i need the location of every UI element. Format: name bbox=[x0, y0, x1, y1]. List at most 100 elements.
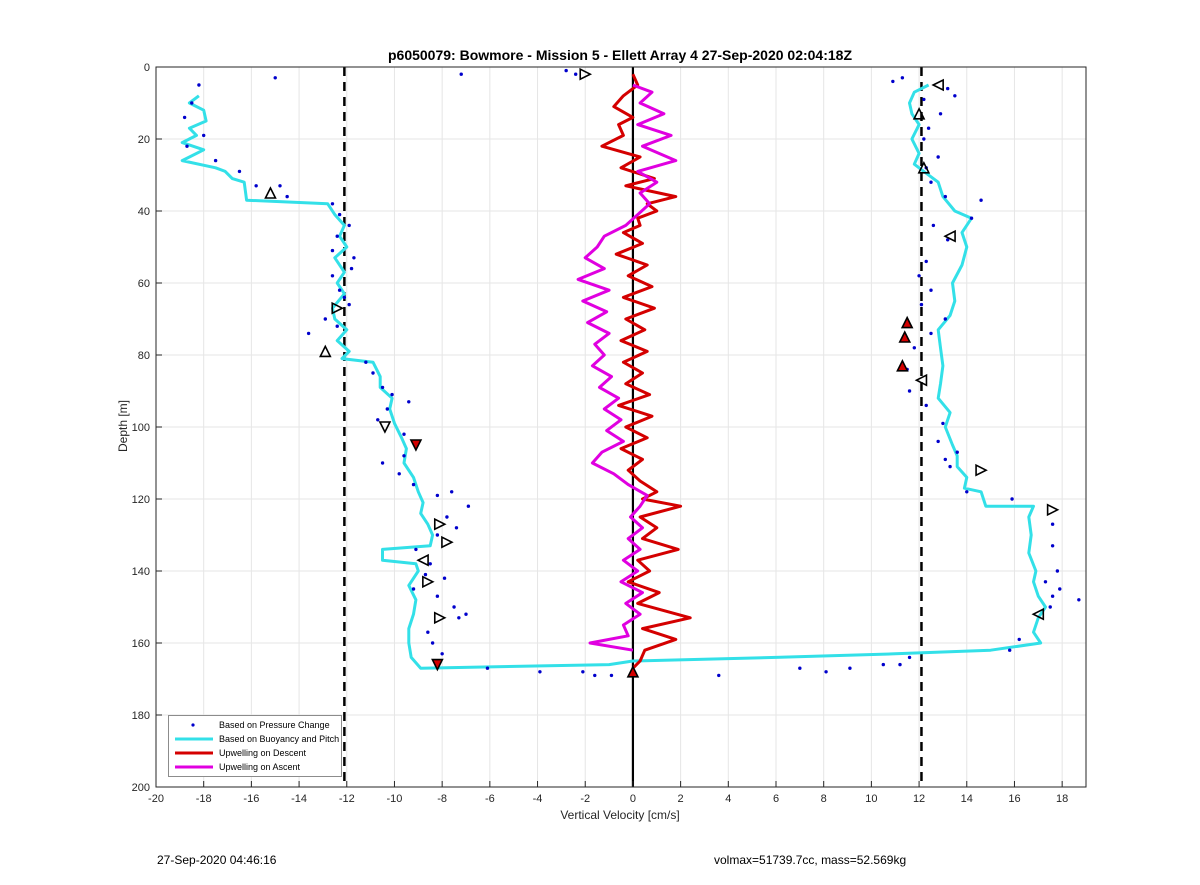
pressure-point bbox=[1055, 569, 1060, 573]
pressure-point bbox=[457, 616, 461, 620]
x-tick-label: -2 bbox=[580, 793, 590, 805]
triangle-marker bbox=[931, 78, 944, 92]
pressure-point bbox=[945, 86, 950, 91]
x-tick-label: -20 bbox=[148, 793, 164, 805]
series-line-1 bbox=[180, 83, 1047, 670]
y-tick-label: 160 bbox=[132, 638, 150, 650]
pressure-point bbox=[337, 212, 342, 217]
pressure-point bbox=[1058, 587, 1062, 591]
x-tick-label: 10 bbox=[865, 793, 877, 805]
triangle-marker bbox=[416, 553, 429, 567]
legend-label: Based on Pressure Change bbox=[219, 720, 330, 730]
pressure-point bbox=[922, 137, 926, 141]
pressure-point bbox=[347, 302, 351, 307]
x-tick-label: 14 bbox=[961, 793, 973, 805]
pressure-point bbox=[430, 641, 435, 645]
triangle-marker bbox=[579, 67, 593, 81]
pressure-point bbox=[881, 662, 886, 667]
x-tick-label: -4 bbox=[533, 793, 543, 805]
triangle-marker bbox=[331, 301, 345, 315]
pressure-point bbox=[931, 223, 936, 228]
pressure-point bbox=[197, 83, 201, 87]
legend-item-descent: Upwelling on Descent bbox=[169, 746, 341, 760]
legend-item-ascent: Upwelling on Ascent bbox=[169, 760, 341, 774]
x-tick-label: -12 bbox=[339, 793, 355, 805]
x-tick-label: -14 bbox=[291, 793, 307, 805]
y-tick-label: 0 bbox=[144, 62, 150, 74]
triangle-marker bbox=[914, 373, 928, 387]
triangle-marker bbox=[900, 315, 914, 329]
x-tick-label: -8 bbox=[437, 793, 447, 805]
pressure-point bbox=[929, 288, 933, 292]
pressure-point bbox=[943, 194, 948, 199]
pressure-point bbox=[573, 72, 578, 76]
pressure-point bbox=[402, 432, 406, 436]
pressure-point bbox=[938, 112, 943, 116]
pressure-point bbox=[380, 385, 385, 390]
pressure-point bbox=[435, 493, 440, 498]
legend-symbol-line bbox=[175, 765, 213, 769]
y-tick-label: 80 bbox=[138, 350, 150, 362]
pressure-point bbox=[900, 76, 905, 80]
pressure-point bbox=[936, 439, 940, 444]
triangle-marker bbox=[433, 517, 447, 531]
pressure-point bbox=[924, 259, 928, 264]
pressure-point bbox=[380, 461, 385, 465]
y-tick-label: 40 bbox=[138, 206, 150, 218]
pressure-point bbox=[485, 666, 490, 670]
pressure-point bbox=[948, 464, 952, 469]
pressure-point bbox=[397, 472, 401, 476]
pressure-point bbox=[466, 504, 471, 508]
pressure-point bbox=[452, 605, 456, 609]
pressure-point bbox=[411, 587, 416, 591]
legend-item-pressure: Based on Pressure Change bbox=[169, 718, 341, 732]
y-tick-label: 120 bbox=[132, 494, 150, 506]
x-tick-label: 8 bbox=[821, 793, 827, 805]
legend-label: Upwelling on Descent bbox=[219, 748, 307, 758]
x-tick-label: -10 bbox=[387, 793, 403, 805]
pressure-point bbox=[330, 202, 335, 206]
pressure-point bbox=[449, 490, 454, 494]
pressure-point bbox=[349, 266, 354, 271]
pressure-point bbox=[593, 673, 597, 678]
pressure-point bbox=[390, 392, 394, 397]
y-tick-label: 100 bbox=[132, 422, 150, 434]
pressure-point bbox=[924, 403, 928, 408]
pressure-point bbox=[306, 331, 311, 336]
pressure-point bbox=[442, 576, 447, 580]
pressure-point bbox=[464, 612, 468, 616]
pressure-point bbox=[922, 97, 926, 102]
pressure-point bbox=[1050, 544, 1055, 548]
pressure-point bbox=[955, 450, 959, 454]
pressure-point bbox=[979, 198, 983, 202]
pressure-point bbox=[435, 533, 440, 537]
legend: Based on Pressure Change Based on Buoyan… bbox=[168, 715, 342, 777]
triangle-marker bbox=[975, 463, 988, 477]
y-axis-label: Depth [m] bbox=[116, 400, 130, 452]
triangle-marker bbox=[1046, 503, 1060, 517]
y-tick-label: 200 bbox=[132, 782, 150, 794]
pressure-point bbox=[1050, 594, 1055, 598]
triangle-marker bbox=[912, 107, 926, 120]
legend-label: Based on Buoyancy and Pitch bbox=[219, 734, 340, 744]
markers-layer bbox=[264, 67, 1060, 678]
x-tick-label: -18 bbox=[196, 793, 212, 805]
pressure-point bbox=[929, 331, 933, 336]
pressure-point bbox=[273, 76, 277, 80]
pressure-point bbox=[364, 360, 368, 364]
pressure-point bbox=[201, 133, 206, 138]
pressure-point bbox=[936, 155, 940, 159]
pressure-point bbox=[459, 72, 463, 76]
pressure-point bbox=[912, 346, 917, 350]
pressure-point bbox=[1007, 648, 1012, 652]
pressure-point bbox=[929, 180, 933, 184]
triangle-marker bbox=[441, 535, 454, 549]
x-axis-label: Vertical Velocity [cm/s] bbox=[560, 808, 679, 822]
pressure-point bbox=[965, 490, 969, 494]
pressure-point bbox=[414, 547, 418, 552]
triangle-marker bbox=[433, 611, 447, 625]
pressure-point bbox=[1050, 522, 1055, 526]
pressure-point bbox=[454, 526, 459, 530]
triangle-marker bbox=[409, 439, 423, 452]
pressure-point bbox=[1017, 637, 1021, 642]
